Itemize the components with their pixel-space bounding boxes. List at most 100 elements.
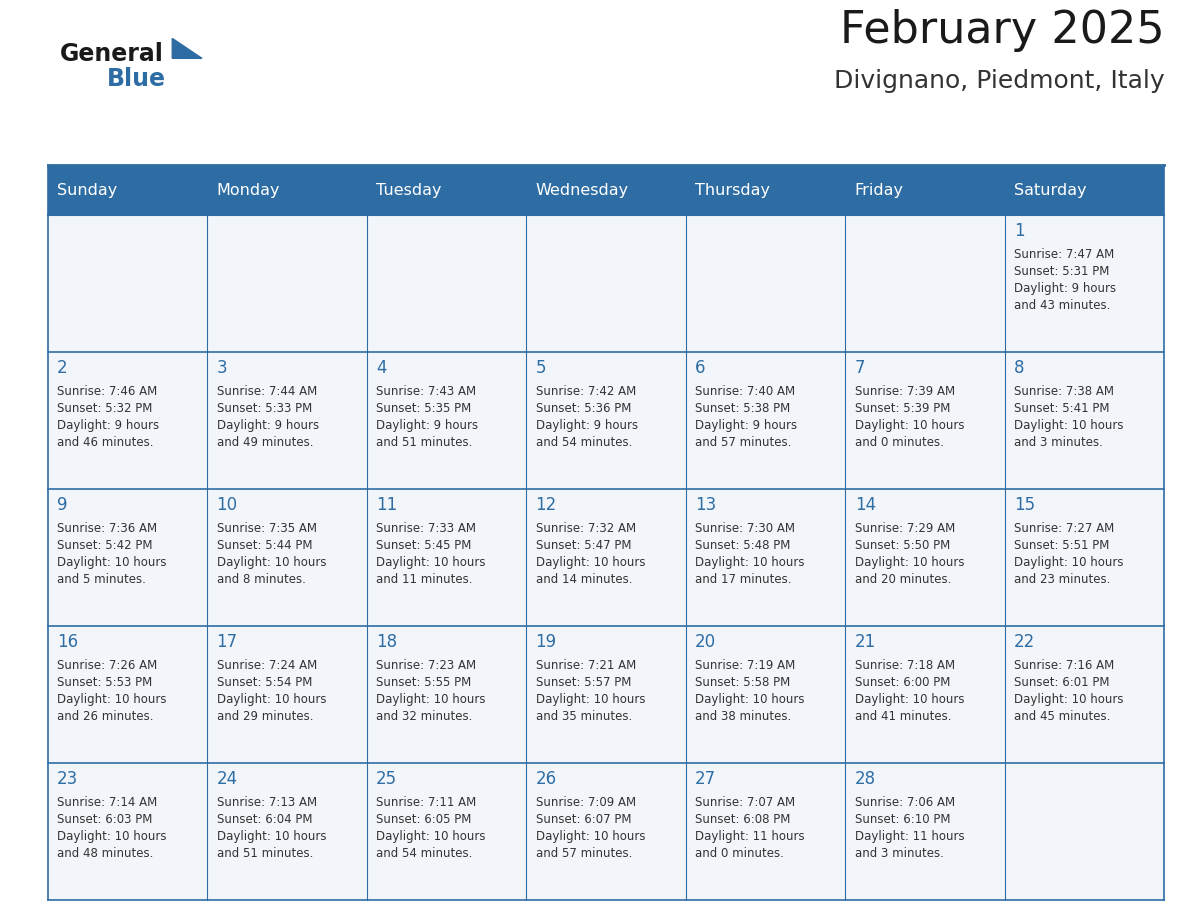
Text: Thursday: Thursday (695, 183, 770, 197)
Text: 23: 23 (57, 770, 78, 789)
Text: 2: 2 (57, 360, 68, 377)
Bar (367, 165, 526, 215)
Text: Monday: Monday (216, 183, 280, 197)
Text: 24: 24 (216, 770, 238, 789)
Text: 17: 17 (216, 633, 238, 651)
Bar (207, 165, 367, 215)
Text: Sunrise: 7:40 AM
Sunset: 5:38 PM
Daylight: 9 hours
and 57 minutes.: Sunrise: 7:40 AM Sunset: 5:38 PM Dayligh… (695, 385, 797, 449)
Text: 27: 27 (695, 770, 716, 789)
Bar (685, 215, 845, 353)
Text: Sunrise: 7:16 AM
Sunset: 6:01 PM
Daylight: 10 hours
and 45 minutes.: Sunrise: 7:16 AM Sunset: 6:01 PM Dayligh… (1015, 658, 1124, 722)
Text: 6: 6 (695, 360, 706, 377)
Text: Sunrise: 7:09 AM
Sunset: 6:07 PM
Daylight: 10 hours
and 57 minutes.: Sunrise: 7:09 AM Sunset: 6:07 PM Dayligh… (536, 796, 645, 859)
Text: Sunrise: 7:36 AM
Sunset: 5:42 PM
Daylight: 10 hours
and 5 minutes.: Sunrise: 7:36 AM Sunset: 5:42 PM Dayligh… (57, 521, 166, 586)
Text: Sunrise: 7:18 AM
Sunset: 6:00 PM
Daylight: 10 hours
and 41 minutes.: Sunrise: 7:18 AM Sunset: 6:00 PM Dayligh… (854, 658, 965, 722)
Bar (48, 165, 207, 215)
Text: 4: 4 (377, 360, 386, 377)
Text: Sunrise: 7:33 AM
Sunset: 5:45 PM
Daylight: 10 hours
and 11 minutes.: Sunrise: 7:33 AM Sunset: 5:45 PM Dayligh… (377, 521, 486, 586)
Text: Sunrise: 7:46 AM
Sunset: 5:32 PM
Daylight: 9 hours
and 46 minutes.: Sunrise: 7:46 AM Sunset: 5:32 PM Dayligh… (57, 385, 159, 449)
Text: 18: 18 (377, 633, 397, 651)
Text: 5: 5 (536, 360, 546, 377)
Bar (845, 353, 1005, 489)
Text: 20: 20 (695, 633, 716, 651)
Text: Sunrise: 7:43 AM
Sunset: 5:35 PM
Daylight: 9 hours
and 51 minutes.: Sunrise: 7:43 AM Sunset: 5:35 PM Dayligh… (377, 385, 479, 449)
Bar (48, 353, 207, 489)
Bar (1005, 165, 1164, 215)
Text: 7: 7 (854, 360, 865, 377)
Bar (207, 215, 367, 353)
Text: 14: 14 (854, 497, 876, 514)
Text: Friday: Friday (854, 183, 904, 197)
Bar (1005, 353, 1164, 489)
Text: 19: 19 (536, 633, 557, 651)
Text: 10: 10 (216, 497, 238, 514)
Text: 16: 16 (57, 633, 78, 651)
Text: 22: 22 (1015, 633, 1036, 651)
Bar (1005, 215, 1164, 353)
Bar (526, 626, 685, 763)
Text: 28: 28 (854, 770, 876, 789)
Bar (845, 215, 1005, 353)
Text: 15: 15 (1015, 497, 1035, 514)
Bar (526, 763, 685, 900)
Bar (207, 763, 367, 900)
Text: Sunrise: 7:11 AM
Sunset: 6:05 PM
Daylight: 10 hours
and 54 minutes.: Sunrise: 7:11 AM Sunset: 6:05 PM Dayligh… (377, 796, 486, 859)
Text: Sunrise: 7:47 AM
Sunset: 5:31 PM
Daylight: 9 hours
and 43 minutes.: Sunrise: 7:47 AM Sunset: 5:31 PM Dayligh… (1015, 248, 1117, 312)
Text: Sunrise: 7:19 AM
Sunset: 5:58 PM
Daylight: 10 hours
and 38 minutes.: Sunrise: 7:19 AM Sunset: 5:58 PM Dayligh… (695, 658, 804, 722)
Bar (207, 353, 367, 489)
Text: Sunrise: 7:26 AM
Sunset: 5:53 PM
Daylight: 10 hours
and 26 minutes.: Sunrise: 7:26 AM Sunset: 5:53 PM Dayligh… (57, 658, 166, 722)
Text: February 2025: February 2025 (840, 9, 1164, 52)
Text: 12: 12 (536, 497, 557, 514)
Bar (1005, 763, 1164, 900)
Polygon shape (172, 39, 202, 59)
Text: Sunrise: 7:27 AM
Sunset: 5:51 PM
Daylight: 10 hours
and 23 minutes.: Sunrise: 7:27 AM Sunset: 5:51 PM Dayligh… (1015, 521, 1124, 586)
Text: Sunrise: 7:06 AM
Sunset: 6:10 PM
Daylight: 11 hours
and 3 minutes.: Sunrise: 7:06 AM Sunset: 6:10 PM Dayligh… (854, 796, 965, 859)
Text: Sunrise: 7:29 AM
Sunset: 5:50 PM
Daylight: 10 hours
and 20 minutes.: Sunrise: 7:29 AM Sunset: 5:50 PM Dayligh… (854, 521, 965, 586)
Bar (845, 763, 1005, 900)
Bar (526, 489, 685, 626)
Text: Sunrise: 7:32 AM
Sunset: 5:47 PM
Daylight: 10 hours
and 14 minutes.: Sunrise: 7:32 AM Sunset: 5:47 PM Dayligh… (536, 521, 645, 586)
Bar (685, 763, 845, 900)
Bar (367, 353, 526, 489)
Bar (526, 165, 685, 215)
Text: Sunrise: 7:38 AM
Sunset: 5:41 PM
Daylight: 10 hours
and 3 minutes.: Sunrise: 7:38 AM Sunset: 5:41 PM Dayligh… (1015, 385, 1124, 449)
Text: Sunrise: 7:21 AM
Sunset: 5:57 PM
Daylight: 10 hours
and 35 minutes.: Sunrise: 7:21 AM Sunset: 5:57 PM Dayligh… (536, 658, 645, 722)
Bar (367, 489, 526, 626)
Text: 3: 3 (216, 360, 227, 377)
Bar (367, 215, 526, 353)
Text: Sunday: Sunday (57, 183, 118, 197)
Text: Saturday: Saturday (1015, 183, 1087, 197)
Text: 26: 26 (536, 770, 557, 789)
Text: 13: 13 (695, 497, 716, 514)
Bar (685, 489, 845, 626)
Text: General: General (59, 41, 163, 65)
Text: 11: 11 (377, 497, 397, 514)
Bar (207, 626, 367, 763)
Bar (367, 763, 526, 900)
Text: Sunrise: 7:07 AM
Sunset: 6:08 PM
Daylight: 11 hours
and 0 minutes.: Sunrise: 7:07 AM Sunset: 6:08 PM Dayligh… (695, 796, 804, 859)
Bar (685, 165, 845, 215)
Text: Sunrise: 7:23 AM
Sunset: 5:55 PM
Daylight: 10 hours
and 32 minutes.: Sunrise: 7:23 AM Sunset: 5:55 PM Dayligh… (377, 658, 486, 722)
Text: Tuesday: Tuesday (377, 183, 442, 197)
Bar (1005, 626, 1164, 763)
Text: Sunrise: 7:13 AM
Sunset: 6:04 PM
Daylight: 10 hours
and 51 minutes.: Sunrise: 7:13 AM Sunset: 6:04 PM Dayligh… (216, 796, 326, 859)
Text: Sunrise: 7:24 AM
Sunset: 5:54 PM
Daylight: 10 hours
and 29 minutes.: Sunrise: 7:24 AM Sunset: 5:54 PM Dayligh… (216, 658, 326, 722)
Bar (48, 215, 207, 353)
Bar (367, 626, 526, 763)
Bar (845, 165, 1005, 215)
Text: Sunrise: 7:42 AM
Sunset: 5:36 PM
Daylight: 9 hours
and 54 minutes.: Sunrise: 7:42 AM Sunset: 5:36 PM Dayligh… (536, 385, 638, 449)
Bar (526, 353, 685, 489)
Bar (685, 626, 845, 763)
Text: Divignano, Piedmont, Italy: Divignano, Piedmont, Italy (834, 69, 1164, 93)
Bar (207, 489, 367, 626)
Text: 8: 8 (1015, 360, 1025, 377)
Text: 1: 1 (1015, 222, 1025, 241)
Bar (48, 626, 207, 763)
Text: Wednesday: Wednesday (536, 183, 628, 197)
Bar (1005, 489, 1164, 626)
Bar (845, 489, 1005, 626)
Text: 25: 25 (377, 770, 397, 789)
Text: Sunrise: 7:44 AM
Sunset: 5:33 PM
Daylight: 9 hours
and 49 minutes.: Sunrise: 7:44 AM Sunset: 5:33 PM Dayligh… (216, 385, 318, 449)
Text: 9: 9 (57, 497, 68, 514)
Bar (48, 763, 207, 900)
